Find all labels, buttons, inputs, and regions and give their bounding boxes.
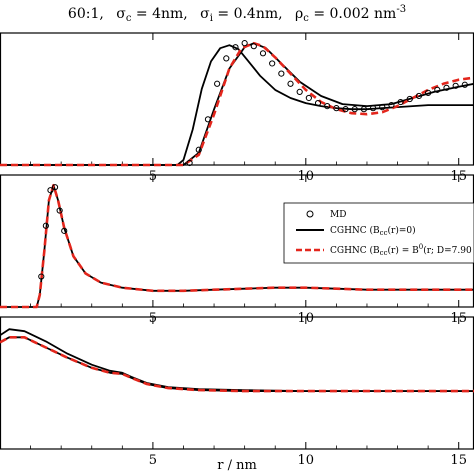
md-point	[287, 80, 294, 87]
md-point	[342, 106, 349, 113]
md-point	[51, 184, 59, 191]
md-point	[42, 222, 49, 229]
md-point	[269, 60, 276, 67]
md-point	[379, 104, 386, 111]
md-point	[397, 98, 404, 106]
panel-middle: 5 10 15	[0, 174, 474, 326]
legend: MD CGHNC (Bcc(r)=0) CGHNC (Bcc(r) = B0(r…	[283, 202, 474, 264]
panel-bottom: 5 10 15	[0, 316, 474, 468]
md-point	[443, 84, 450, 91]
panel-frame	[0, 32, 474, 166]
x-tick-label: 5	[149, 453, 157, 468]
md-point	[296, 88, 303, 95]
series-cghnc-bridge	[0, 41, 474, 167]
series-cghnc-bridge	[0, 183, 474, 309]
md-point	[223, 55, 230, 62]
md-point	[186, 159, 193, 167]
md-point	[351, 106, 358, 113]
series-cghnc-zero	[0, 44, 474, 166]
x-axis-label: r / nm	[217, 458, 257, 473]
legend-cghnc-zero-label: CGHNC (Bcc(r)=0)	[330, 225, 416, 237]
md-point	[305, 94, 312, 102]
md-point	[415, 92, 423, 100]
md-point	[47, 187, 54, 194]
md-point	[38, 273, 45, 280]
md-point	[214, 80, 221, 87]
legend-md-label: MD	[330, 210, 346, 220]
legend-md-marker	[306, 210, 314, 218]
md-point	[278, 70, 285, 77]
series-cghnc-zero	[0, 336, 474, 392]
md-point	[204, 116, 212, 123]
legend-cghnc-bridge-label: CGHNC (Bcc(r) = B0(r; D=7.90 nm))	[330, 243, 474, 257]
md-point	[56, 207, 63, 214]
md-point	[425, 89, 432, 97]
md-point	[259, 50, 267, 57]
x-tick-label: 15	[450, 453, 467, 468]
md-point	[195, 146, 202, 153]
panel-frame	[0, 316, 474, 450]
md-point	[369, 105, 377, 112]
x-tick-label: 10	[298, 453, 315, 468]
md-point	[333, 105, 340, 112]
panel-top: 5 10 15	[0, 32, 474, 184]
md-point	[232, 44, 239, 51]
series-cghnc-bridge	[0, 336, 474, 393]
md-point	[324, 103, 331, 110]
md-point	[61, 227, 68, 234]
md-point	[406, 95, 413, 103]
md-point	[452, 82, 459, 89]
md-point	[461, 81, 468, 88]
md-point	[250, 43, 257, 50]
series-cghnc-zero	[0, 328, 474, 392]
chart-title: 60:1, σc = 4nm, σi = 0.4nm, ρc = 0.002 n…	[68, 4, 406, 24]
md-point	[360, 106, 368, 113]
md-point	[314, 99, 322, 107]
md-point	[388, 101, 395, 109]
md-point	[434, 86, 441, 93]
md-point	[241, 40, 248, 47]
legend-box	[283, 202, 474, 264]
